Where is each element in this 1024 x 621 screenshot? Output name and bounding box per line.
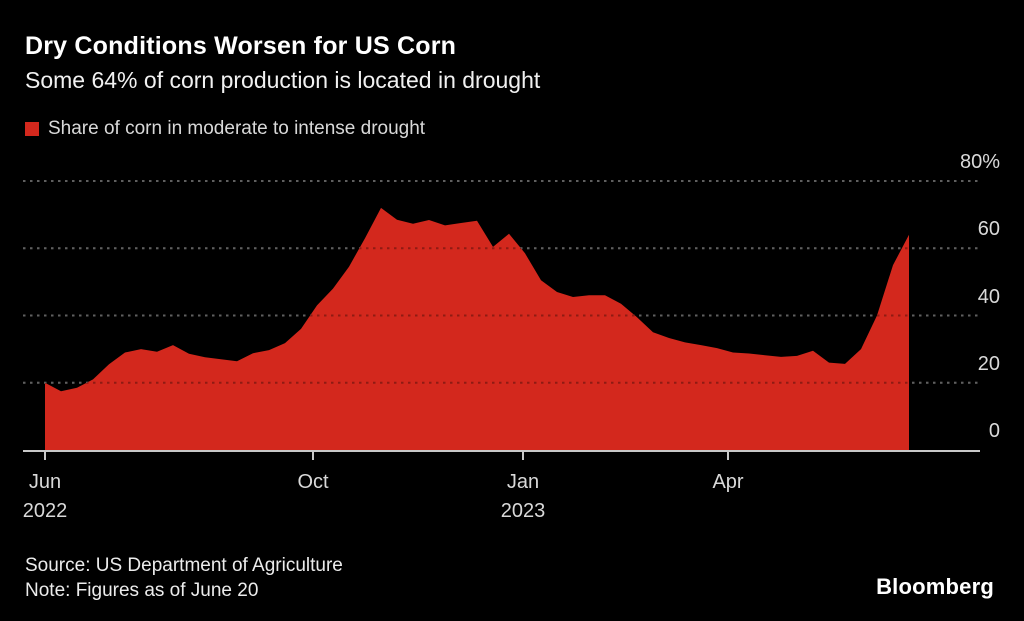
legend-label: Share of corn in moderate to intense dro… [48, 118, 426, 139]
y-axis-tick-label: 80% [959, 151, 1000, 173]
chart-subtitle: Some 64% of corn production is located i… [25, 67, 541, 93]
x-axis-tick-label: Apr [668, 468, 788, 497]
legend: Share of corn in moderate to intense dro… [25, 119, 425, 138]
drought-share-area-series [45, 207, 909, 450]
figure-note: Note: Figures as of June 20 [25, 580, 259, 601]
footer-notes: Source: US Department of Agriculture Not… [25, 553, 343, 603]
x-axis-tick-label: Oct [253, 468, 373, 497]
x-axis-tick-label: Jun 2022 [0, 468, 105, 526]
y-axis-tick-label: 20 [977, 352, 1000, 375]
x-axis-year-label: 2022 [22, 500, 68, 522]
x-axis-month-label: Jan [506, 471, 540, 493]
legend-swatch-icon [25, 121, 39, 136]
y-axis-tick-label: 40 [977, 285, 1000, 308]
chart-title: Dry Conditions Worsen for US Corn [25, 32, 457, 60]
y-axis-tick-label: 60 [977, 218, 1000, 241]
x-axis-month-label: Jun [28, 471, 62, 493]
bloomberg-logo: Bloomberg [876, 574, 994, 599]
x-axis-month-label: Apr [712, 471, 744, 493]
x-axis-year-label: 2023 [500, 500, 546, 522]
source-note: Source: US Department of Agriculture [25, 555, 343, 576]
x-axis-tick-label: Jan 2023 [463, 468, 583, 526]
x-axis-month-label: Oct [297, 471, 329, 493]
y-axis-tick-label: 0 [988, 420, 1000, 442]
